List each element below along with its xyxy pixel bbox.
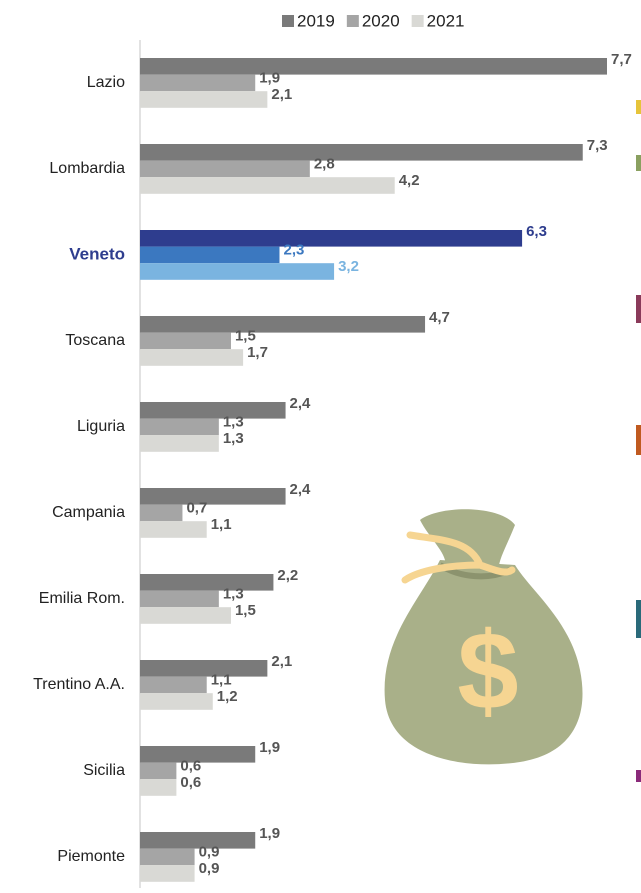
value-label: 6,3 [526,223,547,240]
category-label: Liguria [77,418,125,435]
bar [140,590,219,608]
bar [140,521,207,538]
bar [140,74,256,92]
value-label: 1,9 [259,739,280,756]
value-label: 2,4 [290,481,312,498]
edge-fragment [636,295,641,323]
value-label: 0,9 [199,844,220,861]
value-label: 1,5 [235,602,256,619]
value-label: 2,1 [271,86,292,103]
legend-swatch [282,15,294,27]
category-label: Lombardia [49,160,125,177]
bar [140,746,256,763]
edge-fragment [636,155,641,171]
value-label: 2,2 [277,567,298,584]
value-label: 3,2 [338,258,359,275]
category-label: Emilia Rom. [39,590,125,607]
bar [140,144,583,161]
edge-fragment [636,770,641,782]
bar [140,693,213,710]
bar [140,418,219,436]
bar [140,607,231,624]
value-label: 1,1 [211,516,232,533]
category-label: Trentino A.A. [33,676,125,693]
bar [140,660,268,677]
edge-fragment [636,425,641,455]
bar [140,676,207,694]
bar [140,58,607,75]
bar [140,177,395,194]
value-label: 7,3 [587,137,608,154]
category-label: Campania [52,504,125,521]
bar [140,263,335,280]
edge-fragment [636,600,641,638]
value-label: 1,1 [211,672,232,689]
bar [140,160,310,178]
bar [140,349,244,366]
category-label: Veneto [69,244,125,263]
bar [140,316,426,333]
legend-label: 2021 [427,11,465,30]
value-label: 1,3 [223,414,244,431]
value-label: 1,9 [259,70,280,87]
value-label: 1,9 [259,825,280,842]
svg-text:$: $ [457,610,518,733]
bar [140,332,231,350]
value-label: 1,2 [217,688,238,705]
value-label: 2,4 [290,395,312,412]
bar [140,230,523,247]
value-label: 4,2 [399,172,420,189]
category-label: Piemonte [57,848,125,865]
bar [140,91,268,108]
value-label: 0,9 [199,860,220,877]
legend-label: 2019 [297,11,335,30]
value-label: 4,7 [429,309,450,326]
bar [140,574,274,591]
edge-fragment [636,100,641,114]
bar [140,848,195,866]
value-label: 2,1 [271,653,292,670]
bar [140,504,183,522]
value-label: 1,7 [247,344,268,361]
legend-swatch [346,15,359,27]
value-label: 7,7 [611,51,632,68]
category-label: Sicilia [83,762,125,779]
value-label: 0,6 [180,758,201,775]
value-label: 0,7 [186,500,207,517]
bar [140,246,280,264]
category-label: Lazio [87,74,125,91]
value-label: 1,5 [235,328,256,345]
value-label: 2,8 [314,156,335,173]
bar [140,762,177,780]
money-bag: $ [384,509,583,765]
bar [140,402,286,419]
value-label: 1,3 [223,586,244,603]
value-label: 0,6 [180,774,201,791]
bar [140,779,177,796]
category-label: Toscana [65,332,125,349]
value-label: 2,3 [283,242,304,259]
bar [140,488,286,505]
bar [140,435,219,452]
legend-label: 2020 [362,11,400,30]
bar [140,865,195,882]
value-label: 1,3 [223,430,244,447]
legend-swatch [411,15,424,27]
bar [140,832,256,849]
